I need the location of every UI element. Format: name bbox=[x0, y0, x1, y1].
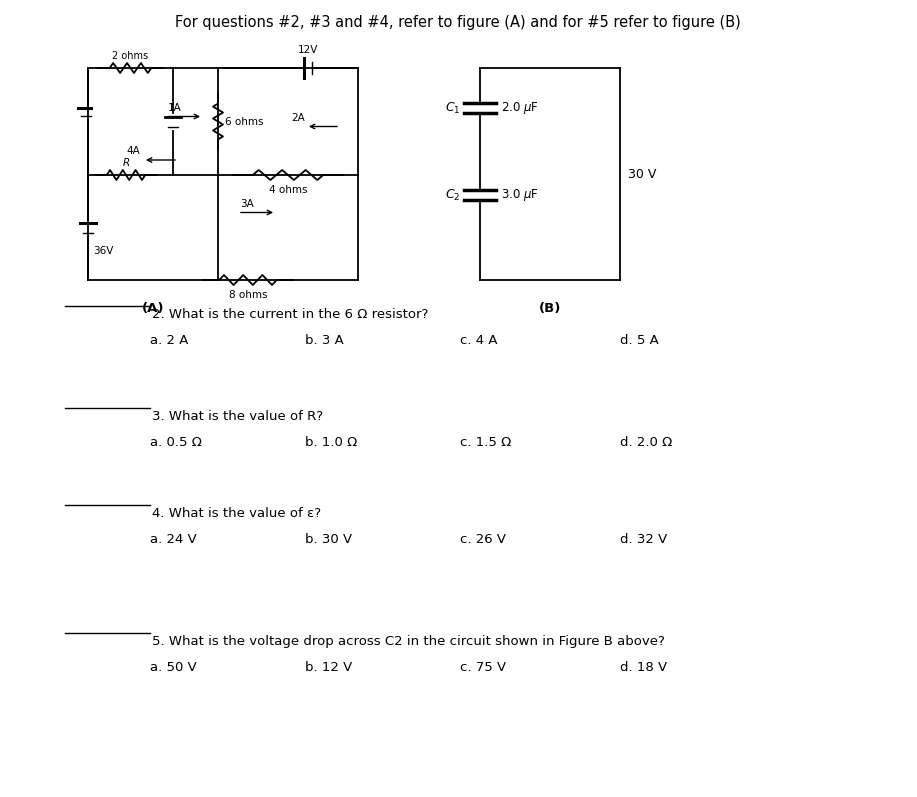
Text: d. 2.0 Ω: d. 2.0 Ω bbox=[620, 436, 672, 449]
Text: 36V: 36V bbox=[93, 245, 114, 256]
Text: $C_1$: $C_1$ bbox=[445, 100, 460, 116]
Text: c. 1.5 Ω: c. 1.5 Ω bbox=[460, 436, 512, 449]
Text: 1A: 1A bbox=[168, 103, 182, 112]
Text: 3. What is the value of R?: 3. What is the value of R? bbox=[152, 410, 323, 423]
Text: 5. What is the voltage drop across C2 in the circuit shown in Figure B above?: 5. What is the voltage drop across C2 in… bbox=[152, 635, 665, 648]
Text: c. 4 A: c. 4 A bbox=[460, 334, 498, 347]
Text: b. 3 A: b. 3 A bbox=[305, 334, 344, 347]
Text: a. 24 V: a. 24 V bbox=[150, 533, 197, 546]
Text: 30 V: 30 V bbox=[628, 167, 657, 180]
Text: b. 12 V: b. 12 V bbox=[305, 661, 352, 674]
Text: 12V: 12V bbox=[298, 45, 318, 55]
Text: R: R bbox=[122, 158, 129, 168]
Text: 2. What is the current in the 6 Ω resistor?: 2. What is the current in the 6 Ω resist… bbox=[152, 308, 428, 321]
Text: a. 50 V: a. 50 V bbox=[150, 661, 197, 674]
Text: c. 75 V: c. 75 V bbox=[460, 661, 506, 674]
Text: a. 0.5 Ω: a. 0.5 Ω bbox=[150, 436, 202, 449]
Text: (B): (B) bbox=[539, 302, 561, 315]
Text: For questions #2, #3 and #4, refer to figure (A) and for #5 refer to figure (B): For questions #2, #3 and #4, refer to fi… bbox=[175, 15, 741, 30]
Text: 2.0 $\mu$F: 2.0 $\mu$F bbox=[501, 100, 539, 116]
Text: 8 ohms: 8 ohms bbox=[228, 290, 267, 300]
Text: 4. What is the value of ε?: 4. What is the value of ε? bbox=[152, 507, 321, 520]
Text: 4A: 4A bbox=[127, 146, 140, 156]
Text: 4 ohms: 4 ohms bbox=[269, 185, 307, 195]
Text: d. 32 V: d. 32 V bbox=[620, 533, 668, 546]
Text: a. 2 A: a. 2 A bbox=[150, 334, 188, 347]
Text: b. 1.0 Ω: b. 1.0 Ω bbox=[305, 436, 358, 449]
Text: 6 ohms: 6 ohms bbox=[225, 116, 263, 127]
Text: 2 ohms: 2 ohms bbox=[113, 51, 149, 61]
Text: 3A: 3A bbox=[240, 198, 254, 209]
Text: $C_2$: $C_2$ bbox=[445, 187, 460, 202]
Text: 3.0 $\mu$F: 3.0 $\mu$F bbox=[501, 187, 539, 203]
Text: c. 26 V: c. 26 V bbox=[460, 533, 506, 546]
Text: d. 5 A: d. 5 A bbox=[620, 334, 658, 347]
Text: b. 30 V: b. 30 V bbox=[305, 533, 352, 546]
Text: (A): (A) bbox=[142, 302, 164, 315]
Text: d. 18 V: d. 18 V bbox=[620, 661, 668, 674]
Text: 2A: 2A bbox=[292, 112, 305, 123]
